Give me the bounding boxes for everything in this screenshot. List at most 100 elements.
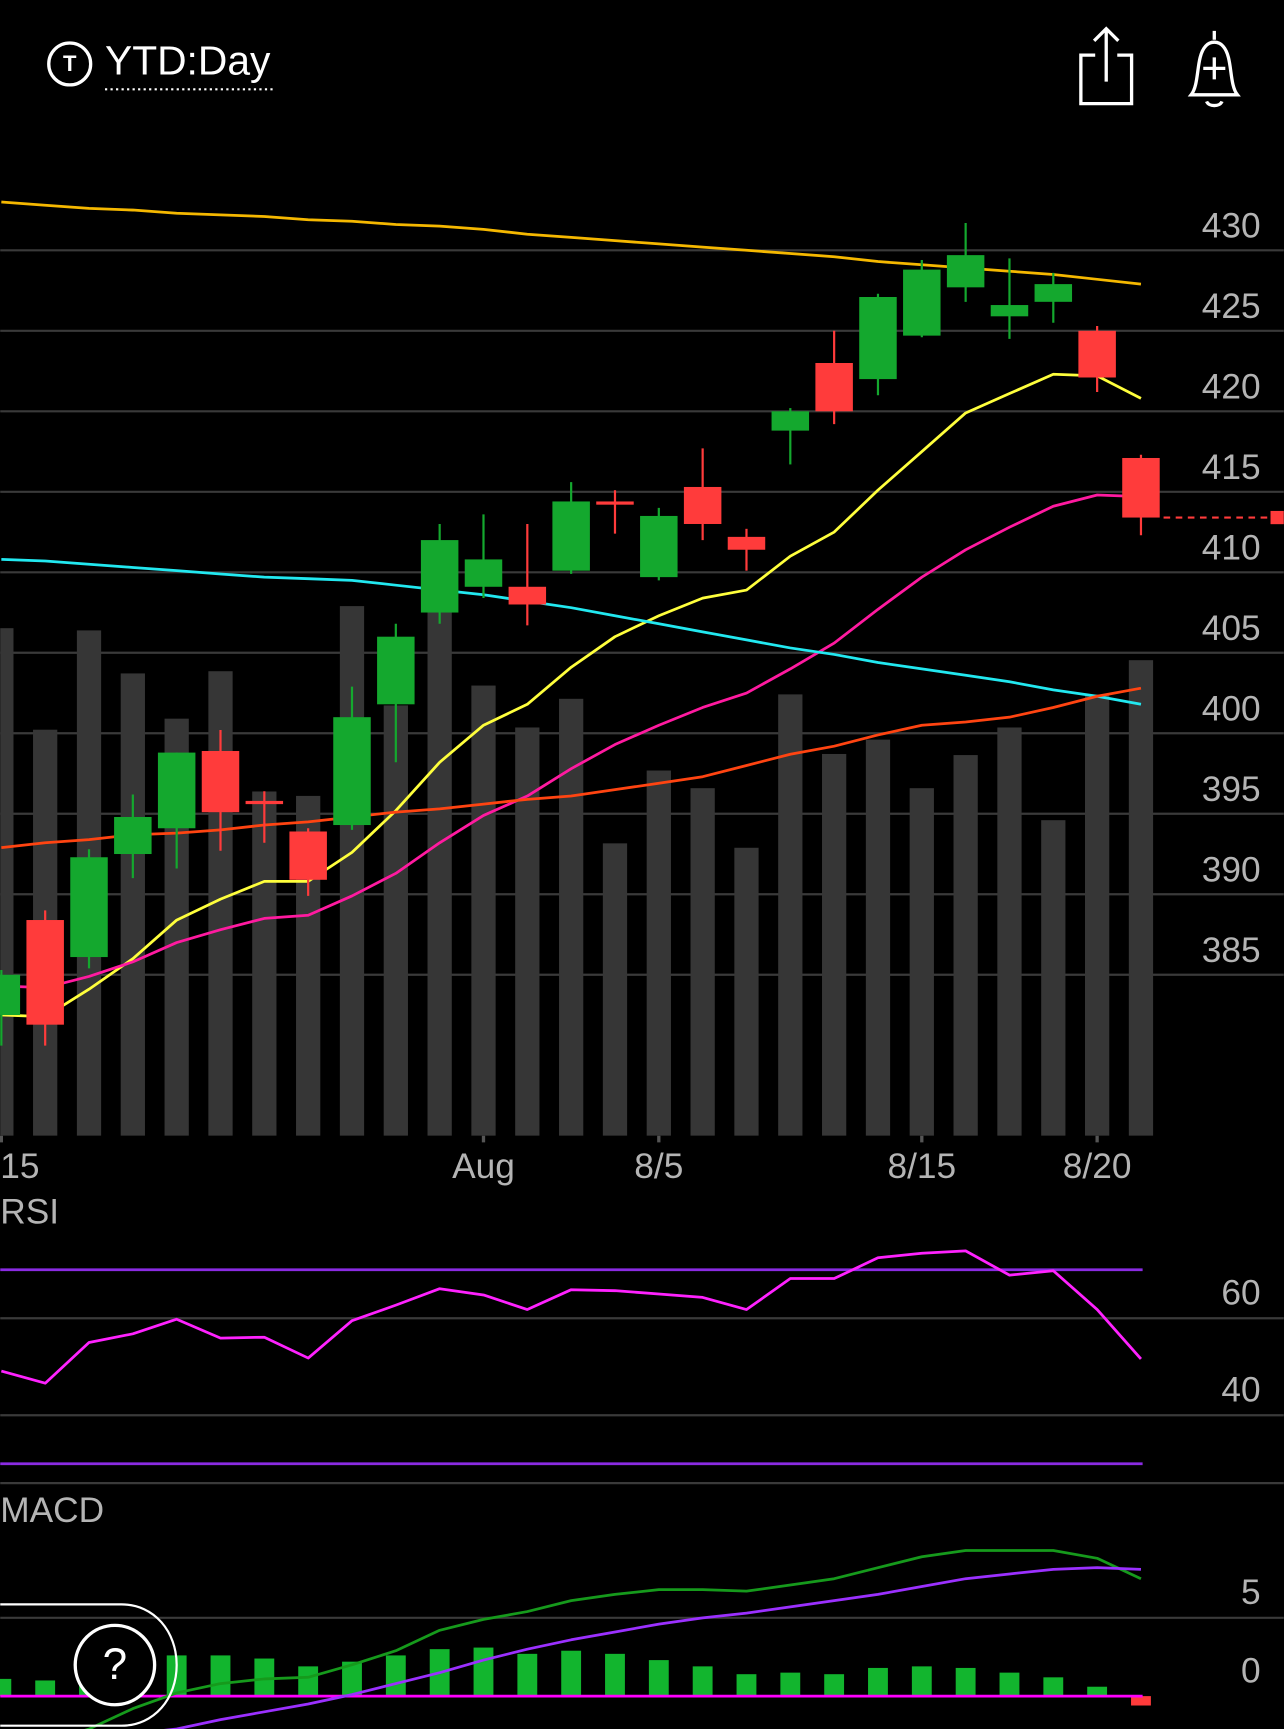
volume-bar	[1085, 694, 1110, 1136]
panel-title: MACD	[0, 1491, 104, 1530]
macd-histogram-bar	[911, 1666, 932, 1697]
macd-histogram-bar	[999, 1672, 1020, 1697]
macd-histogram-bar	[692, 1666, 713, 1697]
candle-body	[946, 255, 985, 288]
candle-body	[377, 636, 415, 705]
macd-histogram-bar	[473, 1647, 494, 1697]
help-label: ?	[103, 1640, 128, 1689]
macd-histogram-bar	[780, 1672, 801, 1697]
y-tick-label: 0	[1241, 1651, 1261, 1690]
candle-body	[903, 269, 941, 336]
candle-body	[771, 411, 810, 431]
macd-histogram-bar	[254, 1658, 275, 1697]
macd-histogram-bar	[385, 1655, 406, 1697]
macd-histogram-bar	[1087, 1686, 1108, 1697]
candle-body	[1078, 330, 1116, 378]
x-tick-label: Aug	[452, 1147, 515, 1186]
volume-bar	[471, 685, 496, 1136]
range-selector[interactable]: YTD:Day	[105, 38, 271, 84]
candle-body	[1034, 284, 1073, 302]
alert-button[interactable]	[1187, 30, 1241, 108]
candle-body	[552, 501, 590, 571]
candle-body	[859, 296, 897, 380]
rsi-line	[0, 1249, 1142, 1385]
x-tick-label: 8/20	[1063, 1147, 1132, 1186]
y-tick-label: 430	[1202, 207, 1261, 246]
macd-histogram-bar	[1131, 1696, 1151, 1706]
moving-average-line	[1, 372, 1142, 1019]
volume-bar	[646, 770, 671, 1136]
volume-bar	[602, 843, 628, 1136]
candle-body	[683, 486, 722, 524]
candle-body	[245, 800, 284, 805]
macd-histogram-bar	[824, 1674, 845, 1697]
candle-body	[596, 501, 634, 505]
panel-title: RSI	[0, 1192, 59, 1231]
candle-body	[640, 515, 678, 578]
macd-histogram-bar	[605, 1653, 625, 1697]
macd-histogram-bar	[210, 1655, 231, 1697]
candle-body	[26, 920, 64, 1025]
candle-body	[990, 305, 1029, 317]
help-pill	[0, 1603, 178, 1727]
volume-bar	[997, 727, 1022, 1136]
volume-bar	[822, 753, 847, 1136]
y-tick-label: 415	[1202, 448, 1261, 487]
y-tick-label: 5	[1241, 1573, 1261, 1612]
y-tick-label: 405	[1202, 609, 1261, 648]
macd-histogram-bar	[736, 1674, 757, 1697]
y-tick-label: 395	[1202, 770, 1261, 809]
x-tick-label: 8/5	[634, 1147, 683, 1186]
candle-body	[1122, 457, 1160, 518]
macd-histogram-bar	[342, 1661, 362, 1697]
macd-histogram-bar	[868, 1667, 888, 1697]
header: T YTD:Day	[47, 26, 1241, 108]
help-overlay: ?	[0, 1603, 178, 1727]
candle-body	[201, 750, 240, 813]
y-tick-label: 390	[1202, 851, 1261, 890]
volume-bar	[427, 603, 452, 1136]
macd-histogram-bar	[517, 1653, 538, 1697]
volume-bar	[1128, 660, 1154, 1136]
candle-body	[0, 974, 21, 1016]
volume-bar	[559, 698, 584, 1136]
y-tick-label: 40	[1221, 1370, 1260, 1409]
macd-histogram-bar	[561, 1650, 582, 1697]
y-tick-label: 420	[1202, 368, 1261, 407]
volume-bar	[778, 694, 803, 1136]
macd-histogram-bar	[648, 1660, 669, 1697]
macd-histogram-bar	[955, 1667, 976, 1697]
volume-bar	[953, 755, 978, 1136]
help-button[interactable]	[73, 1623, 157, 1707]
candle-body	[815, 363, 853, 412]
candle-body	[464, 559, 503, 587]
y-tick-label: 425	[1202, 287, 1261, 326]
share-button[interactable]	[1079, 26, 1134, 106]
moving-average-line	[1, 493, 1142, 990]
volume-bar	[865, 739, 891, 1136]
signal-line	[163, 1566, 1142, 1729]
volume-bar	[1041, 820, 1066, 1136]
candle-body	[333, 717, 371, 826]
volume-bar	[252, 791, 277, 1136]
volume-bar	[909, 788, 934, 1136]
volume-bar	[0, 628, 14, 1136]
y-tick-label: 60	[1221, 1273, 1260, 1312]
x-tick-label: 8/15	[887, 1147, 956, 1186]
ticker-icon[interactable]	[47, 41, 93, 87]
volume-bar	[515, 727, 540, 1136]
candle-body	[70, 857, 108, 958]
macd-histogram-bar	[298, 1666, 319, 1697]
volume-bar	[339, 606, 365, 1136]
candle-body	[420, 540, 459, 613]
moving-average-line	[1, 686, 1142, 849]
y-tick-label: 385	[1202, 931, 1261, 970]
y-tick-label: 410	[1202, 529, 1261, 568]
volume-bar	[690, 788, 715, 1136]
candle-body	[508, 586, 547, 605]
candle-body	[289, 831, 327, 880]
candle-body	[114, 816, 152, 855]
